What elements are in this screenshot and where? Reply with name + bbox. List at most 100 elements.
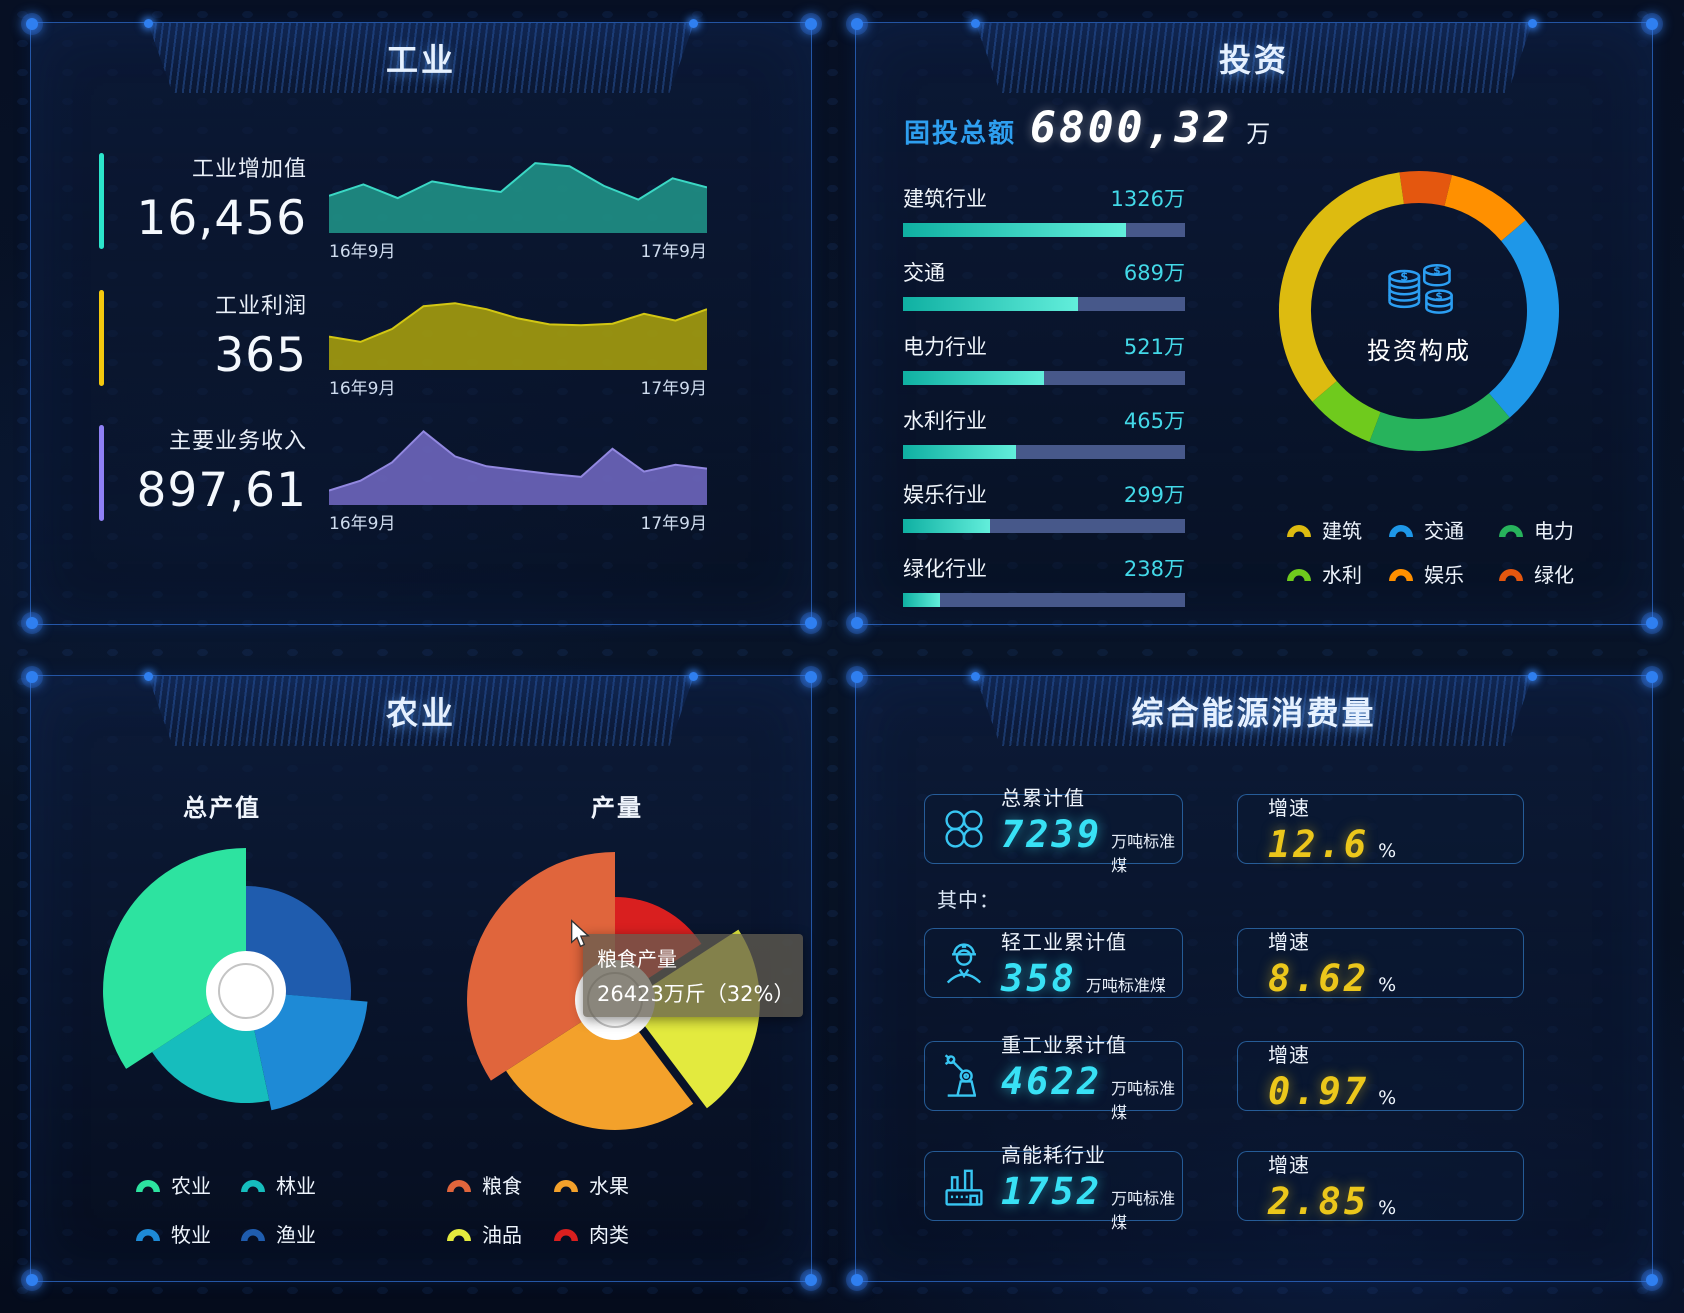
legend-item-fishery[interactable]: 渔业: [238, 1219, 343, 1248]
legend-item-fruit[interactable]: 水果: [551, 1170, 658, 1199]
legend-label: 建筑: [1322, 519, 1362, 543]
growth-label: 增速: [1268, 1043, 1310, 1067]
page-title-agriculture: 农业: [385, 694, 456, 732]
energy-card-high-consumption: 高能耗行业 1752 万吨标准煤: [924, 1143, 1183, 1232]
stat-value: 4622: [1001, 1060, 1103, 1103]
bar-track: [903, 445, 1185, 459]
legend-item-meat[interactable]: 肉类: [551, 1219, 658, 1248]
bar-row-construction[interactable]: 建筑行业 1326万: [903, 183, 1185, 237]
panel-agriculture: 农业 总产值 产量 粮食产量 26423万斤（32%） 农业 林业 牧业: [26, 671, 817, 1286]
stat-value: 1752: [1001, 1170, 1103, 1213]
legend-label: 渔业: [276, 1223, 316, 1247]
fan-icon: [447, 1228, 471, 1241]
legend-label: 水果: [589, 1174, 629, 1198]
production-legend: 粮食 水果 油品 肉类: [444, 1170, 658, 1248]
edge-dot: [144, 672, 154, 681]
donut-center-label: 投资构成: [1367, 336, 1471, 365]
fan-icon: [241, 1228, 265, 1241]
corner-dot: [851, 617, 863, 629]
edge-dot: [971, 19, 981, 28]
stat-unit: 万吨标准煤: [1111, 832, 1176, 875]
x-tick-start: 16年9月: [329, 242, 396, 262]
legend-item-construction[interactable]: 建筑: [1284, 515, 1386, 544]
bar-row-water[interactable]: 水利行业 465万: [903, 405, 1185, 459]
corner-dot: [26, 1274, 38, 1286]
edge-dot: [688, 19, 698, 28]
area-chart-industry-profit[interactable]: [329, 288, 707, 370]
bar-row-transport[interactable]: 交通 689万: [903, 257, 1185, 311]
fan-icon: [554, 1179, 578, 1192]
corner-dot: [851, 1274, 863, 1286]
legend-label: 油品: [482, 1223, 522, 1247]
corner-dot: [26, 671, 38, 683]
legend-item-oil[interactable]: 油品: [444, 1219, 551, 1248]
bar-track: [903, 297, 1185, 311]
bar-row-power[interactable]: 电力行业 521万: [903, 331, 1185, 385]
bar-value: 299万: [1123, 483, 1185, 507]
legend-label: 肉类: [589, 1223, 629, 1247]
legend-item-transport[interactable]: 交通: [1386, 515, 1496, 544]
fan-icon: [136, 1228, 160, 1241]
edge-dot: [688, 672, 698, 681]
chart-title-output-value: 总产值: [183, 794, 261, 822]
investment-donut-chart[interactable]: $ $ $ 投资构成: [1269, 161, 1569, 461]
bar-label: 建筑行业: [903, 187, 987, 211]
stat-unit: 万吨标准煤: [1111, 1079, 1176, 1122]
legend-item-power[interactable]: 电力: [1496, 515, 1596, 544]
area-chart-industry-added-value[interactable]: [329, 151, 707, 233]
legend-item-forestry[interactable]: 林业: [238, 1170, 343, 1199]
legend-item-greening[interactable]: 绿化: [1496, 559, 1596, 588]
bar-label: 绿化行业: [903, 557, 987, 581]
robot-arm-icon: [944, 1054, 977, 1097]
industry-stat-row-added-value: 工业增加值 16,456 16年9月 17年9月: [69, 151, 785, 263]
bar-fill: [903, 371, 1044, 385]
rose-chart-output-value[interactable]: [86, 831, 406, 1151]
growth-unit: %: [1378, 1087, 1397, 1109]
bar-row-greening[interactable]: 绿化行业 238万: [903, 553, 1185, 607]
legend-label: 水利: [1322, 563, 1362, 587]
chart-title-production: 产量: [591, 794, 643, 822]
chart-tooltip: 粮食产量 26423万斤（32%）: [583, 934, 803, 1017]
energy-card-total: 总累计值 7239 万吨标准煤: [924, 786, 1183, 875]
panel-header-agriculture: 农业: [148, 676, 694, 746]
stat-value: 7239: [1001, 813, 1103, 856]
bar-track: [903, 593, 1185, 607]
bar-row-entertainment[interactable]: 娱乐行业 299万: [903, 479, 1185, 533]
bar-value: 238万: [1123, 557, 1185, 581]
panel-energy: 综合能源消费量 总累计值 7239 万吨标准煤 增速: [851, 671, 1658, 1286]
clover-icon: [945, 810, 983, 848]
total-label: 固投总额: [904, 119, 1017, 149]
legend-item-grain[interactable]: 粮食: [444, 1170, 551, 1199]
area-chart-main-business-revenue[interactable]: [329, 423, 707, 505]
legend-item-entertainment[interactable]: 娱乐: [1386, 559, 1496, 588]
stat-value: 365: [214, 328, 307, 383]
industry-stat-row-revenue: 主要业务收入 897,61 16年9月 17年9月: [69, 423, 785, 535]
growth-unit: %: [1378, 840, 1397, 862]
energy-growth-total: 增速 12.6 %: [1237, 794, 1524, 866]
panel-industry: 工业 工业增加值 16,456 16年9月 17年9月: [26, 18, 817, 629]
growth-value: 0.97: [1268, 1070, 1370, 1113]
energy-growth-light-industry: 增速 8.62 %: [1237, 928, 1524, 1000]
fan-icon: [554, 1228, 578, 1241]
legend-item-water[interactable]: 水利: [1284, 559, 1386, 588]
bar-value: 521万: [1123, 335, 1185, 359]
x-tick-start: 16年9月: [329, 379, 396, 399]
growth-value: 12.6: [1268, 823, 1370, 866]
accent-bar: [99, 290, 104, 386]
fan-icon: [1389, 568, 1413, 581]
corner-dot: [1646, 18, 1658, 30]
growth-unit: %: [1378, 1197, 1397, 1219]
bar-track: [903, 519, 1185, 533]
donut-arcs: [1279, 171, 1559, 451]
accent-bar: [99, 425, 104, 521]
fan-icon: [241, 1179, 265, 1192]
energy-growth-high-consumption: 增速 2.85 %: [1237, 1151, 1524, 1223]
mouse-cursor-icon: [571, 919, 590, 948]
edge-dot: [1527, 19, 1537, 28]
legend-item-husbandry[interactable]: 牧业: [133, 1219, 238, 1248]
bar-fill: [903, 223, 1126, 237]
legend-item-agriculture[interactable]: 农业: [133, 1170, 238, 1199]
total-value: 6800,32: [1030, 103, 1233, 153]
investment-legend: 建筑 交通 电力 水利 娱乐 绿化: [1284, 515, 1596, 588]
